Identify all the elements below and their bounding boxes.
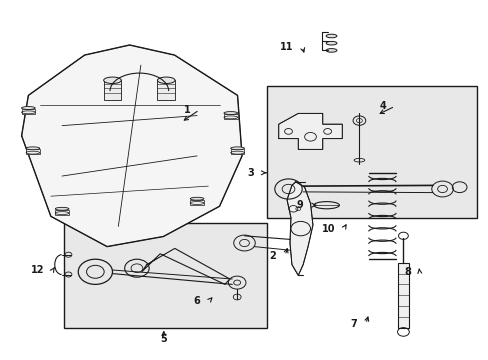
Bar <box>266 86 476 218</box>
Bar <box>230 149 244 154</box>
Ellipse shape <box>26 147 40 150</box>
Text: 8: 8 <box>403 267 410 277</box>
Ellipse shape <box>313 202 339 209</box>
Text: 7: 7 <box>349 319 356 329</box>
Text: 3: 3 <box>247 168 254 178</box>
Text: 2: 2 <box>269 251 276 261</box>
Ellipse shape <box>325 49 336 52</box>
Ellipse shape <box>157 77 175 84</box>
Text: 6: 6 <box>193 296 200 306</box>
Text: 5: 5 <box>160 334 167 344</box>
Ellipse shape <box>103 77 121 84</box>
Bar <box>397 263 408 328</box>
Polygon shape <box>278 113 342 149</box>
Bar <box>26 149 40 154</box>
Text: 9: 9 <box>296 200 303 210</box>
Polygon shape <box>286 182 312 275</box>
Text: 12: 12 <box>30 265 44 275</box>
Ellipse shape <box>325 41 336 45</box>
Ellipse shape <box>55 207 69 210</box>
Ellipse shape <box>224 112 237 114</box>
Polygon shape <box>21 45 242 247</box>
Ellipse shape <box>21 107 35 109</box>
Ellipse shape <box>325 34 336 38</box>
Bar <box>21 109 35 114</box>
Text: 10: 10 <box>321 224 334 234</box>
Bar <box>190 200 203 205</box>
Bar <box>157 80 175 100</box>
Text: 4: 4 <box>379 101 386 111</box>
Ellipse shape <box>230 147 244 150</box>
Text: 11: 11 <box>279 42 293 52</box>
Ellipse shape <box>190 197 203 200</box>
Text: 1: 1 <box>183 105 190 115</box>
Bar <box>55 210 69 215</box>
Bar <box>224 114 237 119</box>
Bar <box>63 223 266 328</box>
Bar <box>103 80 121 100</box>
